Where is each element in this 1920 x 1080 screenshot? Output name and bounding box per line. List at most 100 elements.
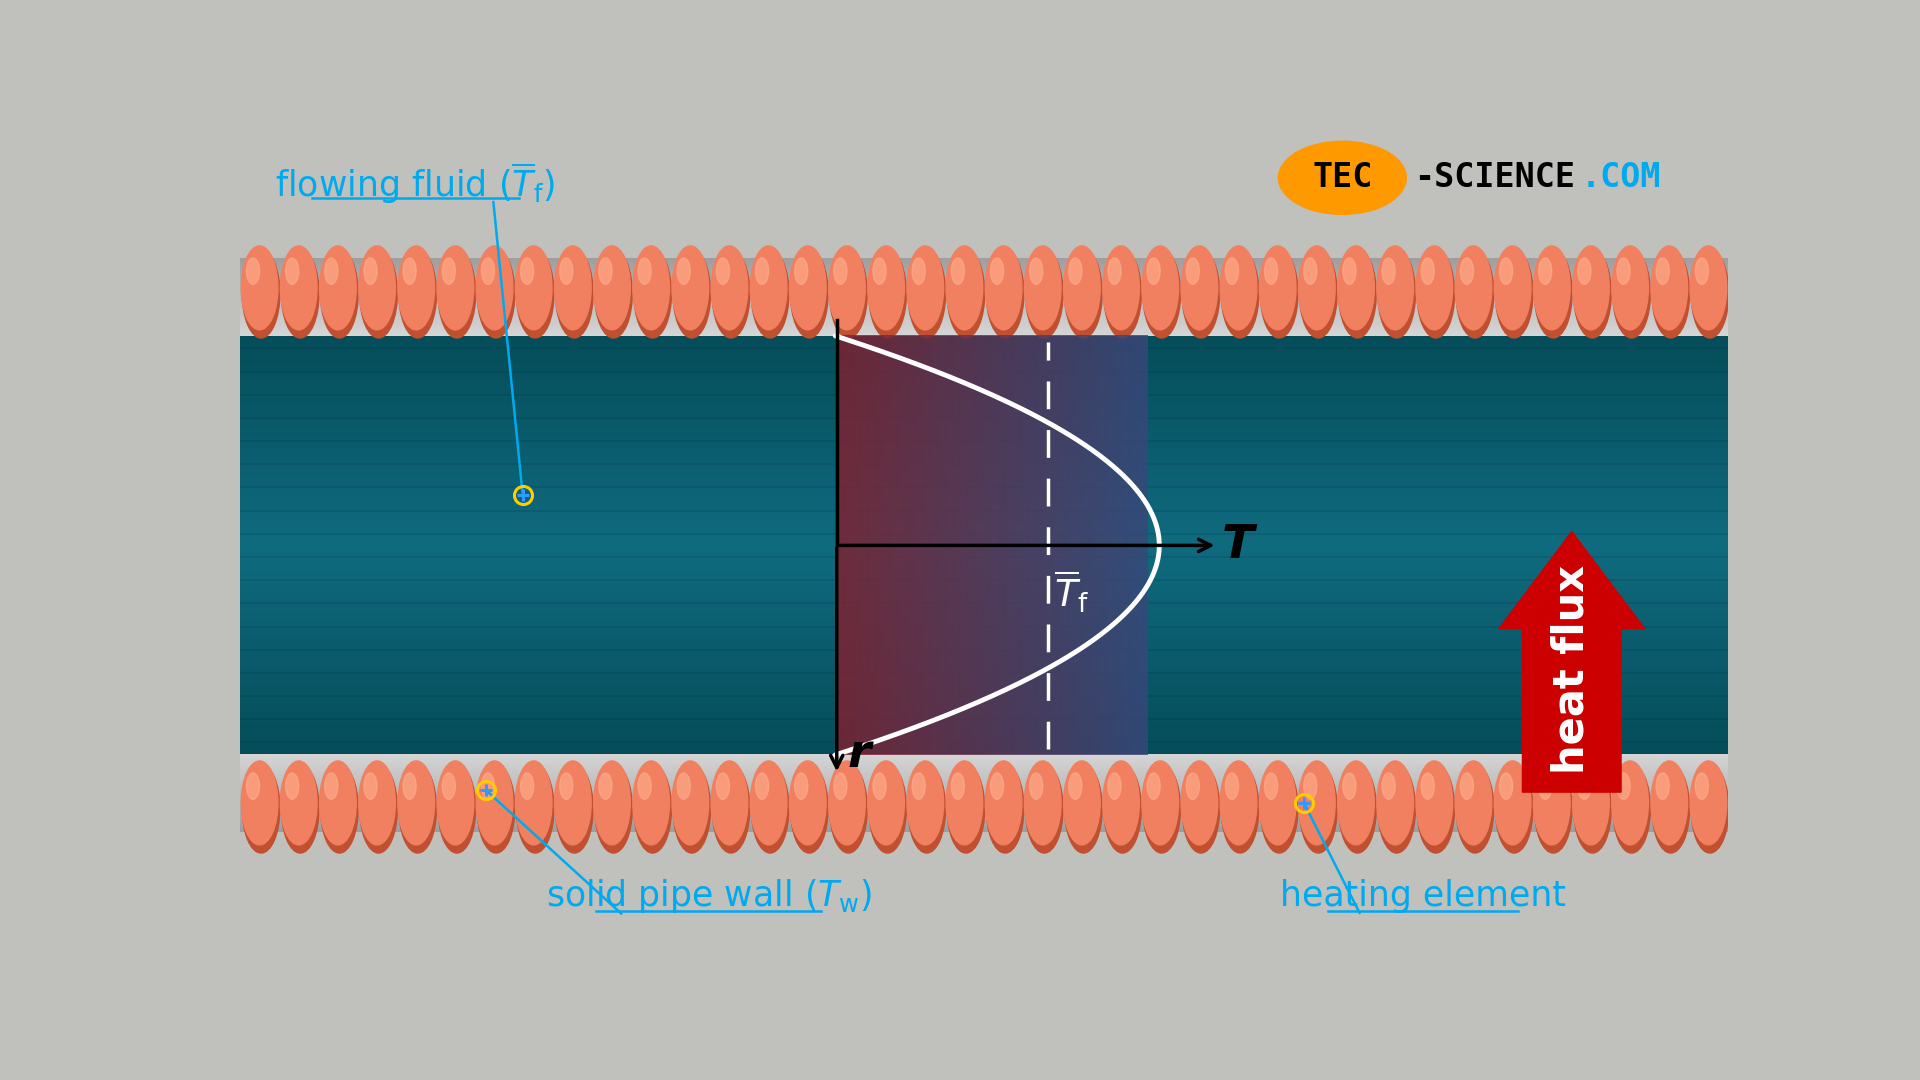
Ellipse shape <box>950 773 964 799</box>
Ellipse shape <box>478 249 515 338</box>
Ellipse shape <box>906 761 943 845</box>
Ellipse shape <box>1695 773 1709 799</box>
Ellipse shape <box>1102 761 1139 845</box>
Ellipse shape <box>246 258 259 284</box>
Ellipse shape <box>1572 246 1609 329</box>
Ellipse shape <box>947 246 983 329</box>
Ellipse shape <box>1538 773 1551 799</box>
Ellipse shape <box>947 249 985 338</box>
Ellipse shape <box>1304 773 1317 799</box>
Ellipse shape <box>515 761 553 845</box>
Ellipse shape <box>1181 246 1217 329</box>
Text: r: r <box>847 731 872 777</box>
Ellipse shape <box>397 761 434 845</box>
Ellipse shape <box>1611 761 1649 845</box>
Ellipse shape <box>482 773 495 799</box>
Ellipse shape <box>1538 258 1551 284</box>
Ellipse shape <box>874 258 887 284</box>
Ellipse shape <box>520 258 534 284</box>
Ellipse shape <box>634 249 672 338</box>
Ellipse shape <box>516 765 555 853</box>
Text: heat flux: heat flux <box>1551 565 1594 774</box>
Ellipse shape <box>1338 765 1377 853</box>
Ellipse shape <box>1382 773 1396 799</box>
Ellipse shape <box>789 761 826 845</box>
Ellipse shape <box>482 258 495 284</box>
Ellipse shape <box>438 246 474 329</box>
Ellipse shape <box>755 773 768 799</box>
Ellipse shape <box>1221 246 1258 329</box>
Ellipse shape <box>1496 765 1532 853</box>
Ellipse shape <box>1613 249 1651 338</box>
Ellipse shape <box>870 249 906 338</box>
Ellipse shape <box>751 249 789 338</box>
Ellipse shape <box>1064 249 1102 338</box>
Ellipse shape <box>282 249 319 338</box>
Ellipse shape <box>1181 761 1217 845</box>
Ellipse shape <box>672 761 708 845</box>
Ellipse shape <box>1183 249 1219 338</box>
Ellipse shape <box>1695 258 1709 284</box>
Ellipse shape <box>561 773 572 799</box>
Ellipse shape <box>1338 249 1377 338</box>
Ellipse shape <box>1221 765 1260 853</box>
Ellipse shape <box>1025 765 1064 853</box>
Ellipse shape <box>321 765 359 853</box>
Ellipse shape <box>1455 765 1494 853</box>
Ellipse shape <box>561 258 572 284</box>
Ellipse shape <box>712 765 751 853</box>
Ellipse shape <box>1064 761 1100 845</box>
Ellipse shape <box>947 761 983 845</box>
Ellipse shape <box>906 246 943 329</box>
Ellipse shape <box>985 761 1021 845</box>
Ellipse shape <box>1260 765 1298 853</box>
Ellipse shape <box>1455 246 1492 329</box>
Ellipse shape <box>1104 249 1140 338</box>
Ellipse shape <box>870 765 906 853</box>
Ellipse shape <box>1104 765 1140 853</box>
Ellipse shape <box>678 258 691 284</box>
Ellipse shape <box>1338 761 1375 845</box>
Ellipse shape <box>1657 258 1668 284</box>
Ellipse shape <box>1417 249 1455 338</box>
Ellipse shape <box>1298 761 1334 845</box>
Ellipse shape <box>1225 258 1238 284</box>
Ellipse shape <box>1617 258 1630 284</box>
Ellipse shape <box>1342 258 1356 284</box>
Ellipse shape <box>829 761 866 845</box>
Ellipse shape <box>634 246 670 329</box>
Ellipse shape <box>280 761 317 845</box>
Ellipse shape <box>950 258 964 284</box>
Text: heating element: heating element <box>1281 879 1567 914</box>
Ellipse shape <box>1260 246 1296 329</box>
Ellipse shape <box>987 765 1023 853</box>
Ellipse shape <box>1029 258 1043 284</box>
Ellipse shape <box>1146 258 1160 284</box>
Ellipse shape <box>599 773 612 799</box>
Ellipse shape <box>1382 258 1396 284</box>
Ellipse shape <box>1187 773 1200 799</box>
Ellipse shape <box>912 773 925 799</box>
Ellipse shape <box>1651 249 1690 338</box>
Ellipse shape <box>397 246 434 329</box>
Ellipse shape <box>324 773 338 799</box>
Ellipse shape <box>1304 258 1317 284</box>
Ellipse shape <box>1494 246 1530 329</box>
Ellipse shape <box>476 246 513 329</box>
Ellipse shape <box>710 761 747 845</box>
Text: $\overline{T}_\mathrm{f}$: $\overline{T}_\mathrm{f}$ <box>1054 568 1089 616</box>
Ellipse shape <box>1534 765 1572 853</box>
Ellipse shape <box>991 258 1004 284</box>
Ellipse shape <box>442 773 455 799</box>
Ellipse shape <box>242 765 280 853</box>
Ellipse shape <box>1221 249 1260 338</box>
Ellipse shape <box>438 765 476 853</box>
Ellipse shape <box>242 761 278 845</box>
Ellipse shape <box>716 258 730 284</box>
Ellipse shape <box>599 258 612 284</box>
Ellipse shape <box>716 773 730 799</box>
Ellipse shape <box>1142 249 1181 338</box>
Ellipse shape <box>1025 761 1062 845</box>
Ellipse shape <box>403 258 417 284</box>
Ellipse shape <box>1265 258 1277 284</box>
